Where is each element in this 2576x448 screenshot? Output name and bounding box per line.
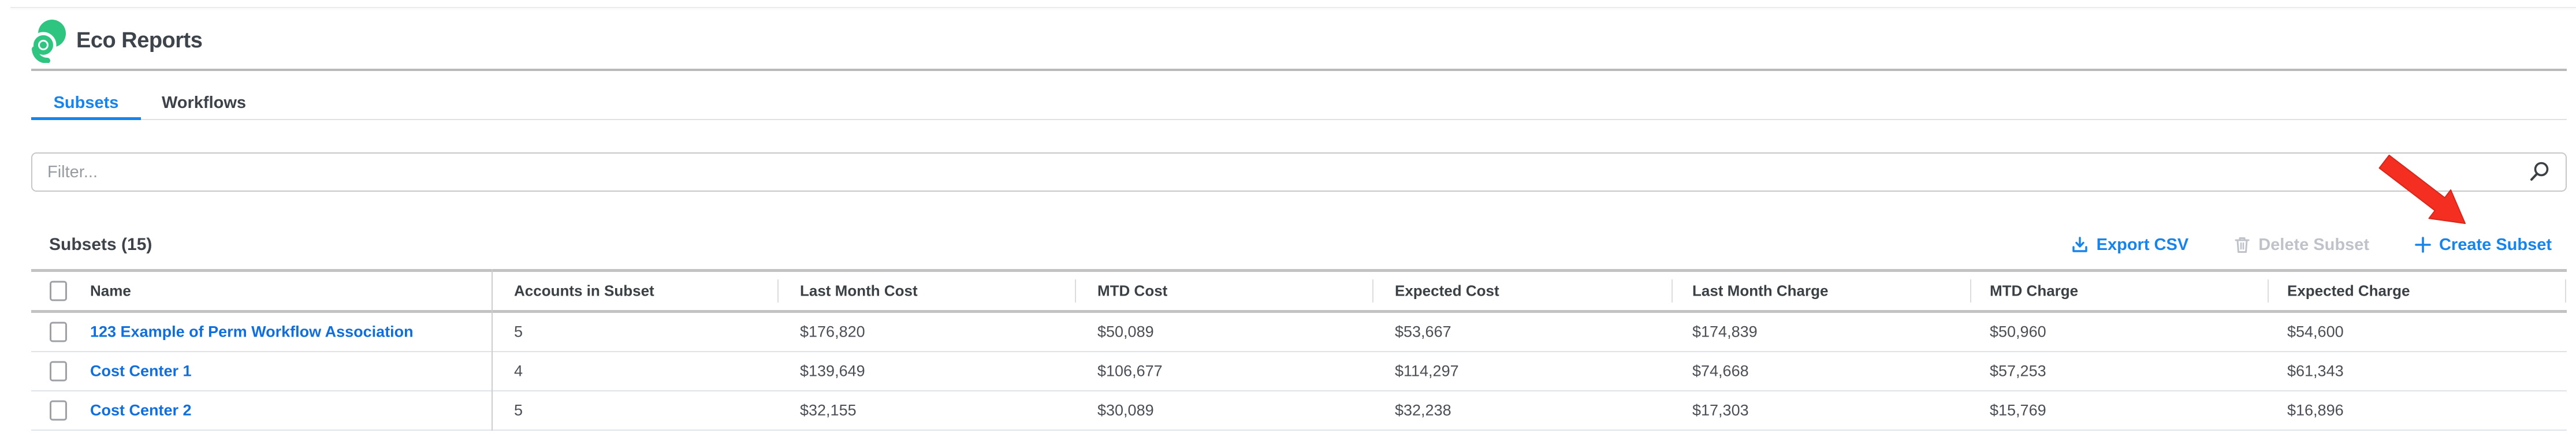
subset-name-link[interactable]: Cost Center 2 bbox=[90, 401, 192, 419]
trash-icon bbox=[2235, 237, 2250, 253]
row-checkbox[interactable] bbox=[50, 400, 67, 421]
top-hairline bbox=[10, 7, 2576, 8]
mtd-cost-cell: $106,677 bbox=[1097, 362, 1163, 380]
column-divider-tick bbox=[1075, 279, 1076, 303]
mtd-cost-cell: $30,089 bbox=[1097, 401, 1154, 419]
column-divider-tick bbox=[1970, 279, 1971, 303]
subset-name-link[interactable]: Cost Center 1 bbox=[90, 362, 192, 380]
subsets-count-heading: Subsets (15) bbox=[49, 235, 152, 254]
column-header-expected-charge[interactable]: Expected Charge bbox=[2287, 282, 2410, 300]
toolbar: Export CSV Delete Subset Create Subset bbox=[2071, 232, 2552, 257]
page-title: Eco Reports bbox=[76, 28, 203, 53]
header-divider bbox=[31, 69, 2567, 71]
mtd-charge-cell: $15,769 bbox=[1990, 401, 2046, 419]
name-column-divider bbox=[492, 269, 493, 431]
last-month-charge-cell: $17,303 bbox=[1692, 401, 1749, 419]
expected-cost-cell: $114,297 bbox=[1395, 362, 1459, 380]
last-month-charge-cell: $174,839 bbox=[1692, 323, 1758, 341]
subset-name-link[interactable]: 123 Example of Perm Workflow Association bbox=[90, 323, 414, 341]
column-header-accounts-in-subset[interactable]: Accounts in Subset bbox=[514, 282, 654, 300]
filter-input[interactable] bbox=[31, 152, 2567, 192]
filter-bar bbox=[31, 152, 2567, 192]
table-row: Cost Center 1 4 $139,649 $106,677 $114,2… bbox=[31, 352, 2567, 391]
download-icon bbox=[2072, 237, 2087, 252]
column-header-name[interactable]: Name bbox=[90, 282, 131, 300]
column-divider-tick bbox=[777, 279, 779, 303]
column-header-last-month-cost[interactable]: Last Month Cost bbox=[800, 282, 918, 300]
accounts-in-subset-cell: 5 bbox=[514, 323, 523, 341]
delete-subset-button[interactable]: Delete Subset bbox=[2233, 236, 2369, 255]
expected-cost-cell: $53,667 bbox=[1395, 323, 1451, 341]
plus-icon bbox=[2415, 237, 2431, 253]
tabs-underline bbox=[31, 119, 2567, 120]
expected-charge-cell: $54,600 bbox=[2287, 323, 2344, 341]
last-month-cost-cell: $32,155 bbox=[800, 401, 857, 419]
delete-subset-label: Delete Subset bbox=[2258, 235, 2369, 254]
column-divider-tick bbox=[2565, 279, 2566, 303]
table-row: Cost Center 2 5 $32,155 $30,089 $32,238 … bbox=[31, 391, 2567, 431]
row-checkbox[interactable] bbox=[50, 361, 67, 382]
expected-cost-cell: $32,238 bbox=[1395, 401, 1451, 419]
create-subset-label: Create Subset bbox=[2439, 235, 2552, 254]
column-divider-tick bbox=[1372, 279, 1373, 303]
tab-workflows[interactable]: Workflows bbox=[141, 85, 267, 120]
last-month-charge-cell: $74,668 bbox=[1692, 362, 1749, 380]
column-header-last-month-charge[interactable]: Last Month Charge bbox=[1692, 282, 1829, 300]
row-checkbox[interactable] bbox=[50, 322, 67, 342]
subsets-table: Name Accounts in Subset Last Month Cost MTD… bbox=[31, 269, 2567, 431]
create-subset-button[interactable]: Create Subset bbox=[2414, 236, 2552, 255]
tab-workflows-label: Workflows bbox=[161, 93, 247, 112]
last-month-cost-cell: $176,820 bbox=[800, 323, 865, 341]
column-divider-tick bbox=[1672, 279, 1673, 303]
eco-spiral-logo-icon bbox=[30, 20, 66, 63]
column-header-mtd-charge[interactable]: MTD Charge bbox=[1990, 282, 2079, 300]
tab-subsets[interactable]: Subsets bbox=[31, 85, 141, 120]
accounts-in-subset-cell: 5 bbox=[514, 401, 523, 419]
tab-bar: Subsets Workflows bbox=[31, 85, 267, 120]
tab-subsets-label: Subsets bbox=[53, 93, 119, 112]
search-icon bbox=[2530, 162, 2549, 181]
table-row: 123 Example of Perm Workflow Association… bbox=[31, 313, 2567, 352]
accounts-in-subset-cell: 4 bbox=[514, 362, 523, 380]
mtd-charge-cell: $50,960 bbox=[1990, 323, 2046, 341]
table-body: 123 Example of Perm Workflow Association… bbox=[31, 313, 2567, 431]
expected-charge-cell: $61,343 bbox=[2287, 362, 2344, 380]
select-all-checkbox[interactable] bbox=[50, 281, 67, 301]
last-month-cost-cell: $139,649 bbox=[800, 362, 865, 380]
table-header-row: Name Accounts in Subset Last Month Cost MTD… bbox=[31, 269, 2567, 313]
column-header-expected-cost[interactable]: Expected Cost bbox=[1395, 282, 1499, 300]
export-csv-label: Export CSV bbox=[2096, 235, 2189, 254]
export-csv-button[interactable]: Export CSV bbox=[2071, 235, 2189, 255]
expected-charge-cell: $16,896 bbox=[2287, 401, 2344, 419]
mtd-charge-cell: $57,253 bbox=[1990, 362, 2046, 380]
column-divider-tick bbox=[2268, 279, 2269, 303]
column-header-mtd-cost[interactable]: MTD Cost bbox=[1097, 282, 1168, 300]
mtd-cost-cell: $50,089 bbox=[1097, 323, 1154, 341]
